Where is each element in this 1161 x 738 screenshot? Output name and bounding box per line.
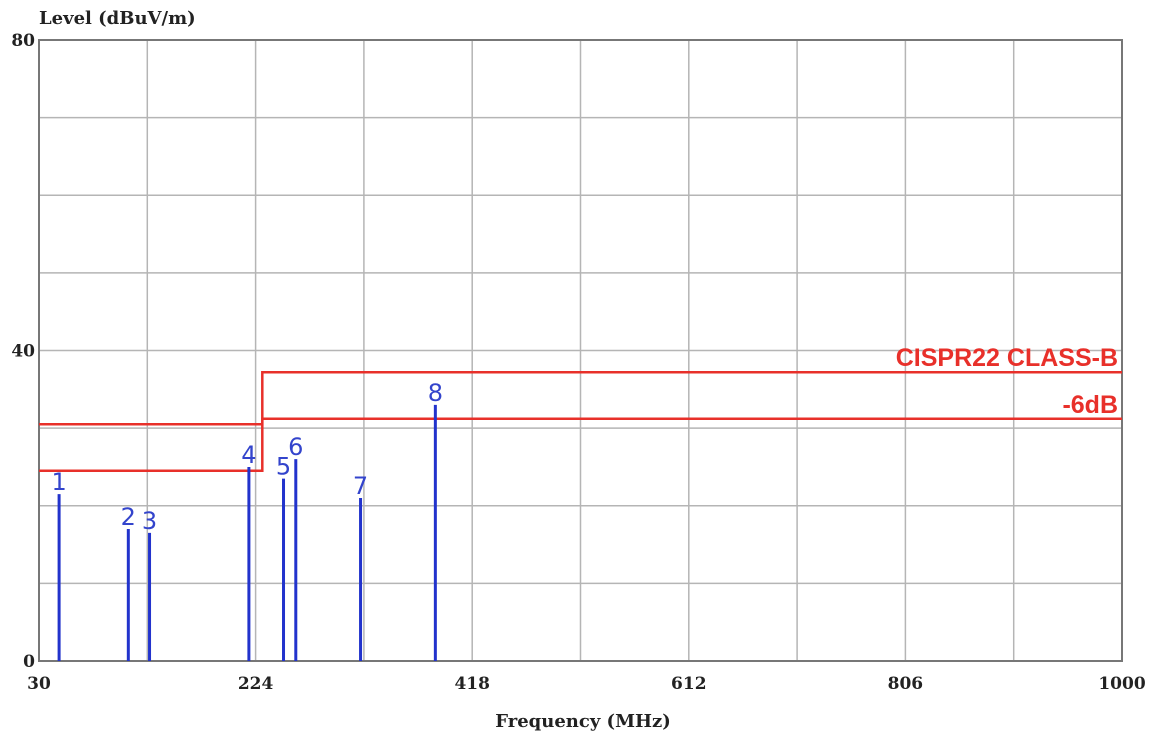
x-tick-label: 806 xyxy=(888,674,924,694)
x-tick-label: 30 xyxy=(27,674,51,694)
x-tick-label: 612 xyxy=(671,674,707,694)
marker-label: 6 xyxy=(288,433,303,461)
y-axis-title: Level (dBuV/m) xyxy=(39,8,196,29)
marker-label: 1 xyxy=(51,468,66,496)
limit-line xyxy=(39,417,1122,426)
limit-label: CISPR22 CLASS-B xyxy=(896,344,1118,372)
x-axis-title: Frequency (MHz) xyxy=(495,711,670,732)
plot-frame xyxy=(38,39,1123,662)
marker-label: 4 xyxy=(241,441,256,469)
limit-label: -6dB xyxy=(1062,391,1118,419)
x-tick-label: 418 xyxy=(454,674,490,694)
x-tick-label: 1000 xyxy=(1098,674,1145,694)
limit-lines: CISPR22 CLASS-B -6dB xyxy=(39,344,1122,473)
gridlines xyxy=(39,40,1122,661)
marker-label: 3 xyxy=(142,507,157,535)
marker-label: 7 xyxy=(353,472,368,500)
marker-label: 2 xyxy=(121,503,136,531)
y-tick-label: 0 xyxy=(23,652,35,672)
marker-label: 8 xyxy=(428,379,443,407)
emission-markers: 1 2 3 4 56 7 8 xyxy=(51,379,443,661)
x-tick-label: 224 xyxy=(238,674,274,694)
marker-label: 5 xyxy=(276,453,291,481)
y-tick-label: 40 xyxy=(11,342,35,362)
y-tick-label: 80 xyxy=(11,31,35,51)
